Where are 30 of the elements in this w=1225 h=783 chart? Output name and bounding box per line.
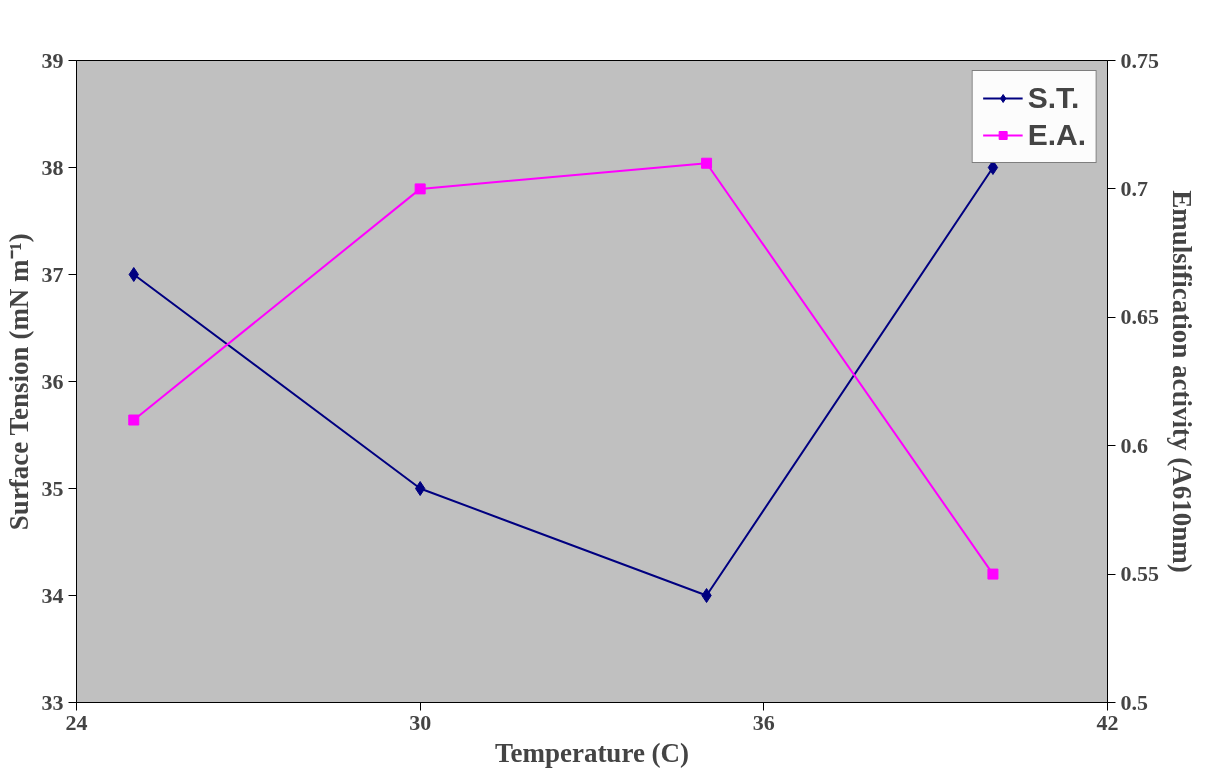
point bbox=[701, 588, 712, 603]
x-tick-label: 42 bbox=[1096, 709, 1119, 735]
y-tick-label: 35 bbox=[41, 475, 64, 501]
point bbox=[414, 183, 426, 195]
x-tick-label: 36 bbox=[752, 709, 775, 735]
point bbox=[701, 157, 713, 169]
y2-tick-label: 0.6 bbox=[1120, 432, 1148, 458]
y2-tick-label: 0.55 bbox=[1120, 561, 1159, 587]
y2-tick-label: 0.65 bbox=[1120, 304, 1159, 330]
x-axis-title: Temperature (C) bbox=[494, 737, 690, 768]
y-axis-title: Surface Tension (mN m⁻¹) bbox=[3, 233, 34, 531]
y-tick-label: 38 bbox=[41, 154, 64, 180]
point bbox=[987, 568, 999, 580]
y-tick-label: 34 bbox=[41, 582, 64, 608]
y2-tick-label: 0.75 bbox=[1120, 47, 1159, 73]
point bbox=[415, 481, 426, 496]
y-tick-label: 39 bbox=[41, 47, 64, 73]
y2-tick-label: 0.5 bbox=[1120, 689, 1148, 715]
y2-tick-label: 0.7 bbox=[1120, 175, 1148, 201]
x-tick-label: 30 bbox=[409, 709, 432, 735]
y-tick-label: 36 bbox=[41, 368, 64, 394]
legend-label: S.T. bbox=[1027, 81, 1080, 115]
y-tick-label: 33 bbox=[41, 689, 64, 715]
point bbox=[987, 160, 999, 175]
y2-axis-title: Emulsification activity (A610nm) bbox=[1167, 190, 1197, 573]
y-tick-label: 37 bbox=[41, 261, 64, 287]
x-tick-label: 24 bbox=[65, 709, 88, 735]
legend-label: E.A. bbox=[1027, 118, 1086, 152]
point bbox=[128, 267, 139, 282]
point bbox=[128, 414, 140, 426]
